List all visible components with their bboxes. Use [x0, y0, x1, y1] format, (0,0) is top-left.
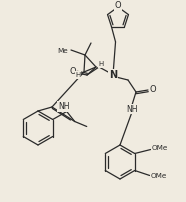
Text: NH: NH — [126, 104, 138, 114]
Text: H: H — [98, 61, 104, 67]
Text: N: N — [109, 70, 117, 80]
Text: O: O — [70, 67, 76, 77]
Text: O: O — [150, 84, 156, 94]
Text: NH: NH — [58, 102, 70, 111]
Text: Me: Me — [58, 48, 68, 54]
Text: OMe: OMe — [152, 145, 168, 152]
Text: H: H — [75, 72, 81, 78]
Text: OMe: OMe — [150, 174, 167, 180]
Text: O: O — [115, 1, 121, 11]
